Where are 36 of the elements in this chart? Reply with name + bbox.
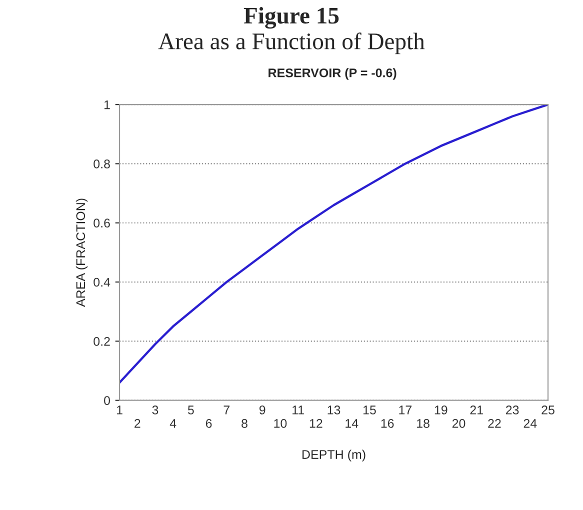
x-tick-label: 21 bbox=[470, 406, 483, 414]
x-tick-label: 3 bbox=[152, 406, 158, 414]
x-tick-label: 18 bbox=[417, 419, 430, 428]
x-tick-label: 9 bbox=[259, 406, 266, 414]
x-tick-label: 2 bbox=[134, 419, 140, 428]
x-tick-label: 25 bbox=[542, 406, 554, 414]
y-tick-label: 0.2 bbox=[94, 336, 110, 346]
x-tick-label: 24 bbox=[524, 419, 537, 428]
x-tick-label: 1 bbox=[116, 406, 122, 414]
x-tick-label: 23 bbox=[506, 406, 519, 414]
x-tick-label: 10 bbox=[274, 419, 287, 428]
x-tick-label: 19 bbox=[434, 406, 448, 414]
x-tick-label: 7 bbox=[224, 406, 230, 414]
x-tick-label: 4 bbox=[170, 419, 176, 428]
x-tick-label: 6 bbox=[206, 419, 212, 428]
y-tick-label: 1 bbox=[104, 100, 110, 110]
y-tick-label: 0.8 bbox=[94, 160, 110, 168]
y-tick-label: 0 bbox=[104, 396, 110, 405]
x-tick-label: 16 bbox=[381, 419, 394, 428]
x-tick-label: 17 bbox=[399, 406, 412, 414]
x-tick-label: 20 bbox=[452, 419, 466, 428]
y-tick-label: 0.4 bbox=[94, 278, 110, 287]
x-tick-label: 13 bbox=[328, 406, 340, 414]
x-tick-label: 14 bbox=[346, 419, 358, 428]
x-axis-title: DEPTH (m) bbox=[302, 450, 366, 462]
chart-title: Figure 15 bbox=[244, 7, 339, 29]
x-tick-label: 11 bbox=[292, 406, 304, 414]
x-tick-label: 15 bbox=[363, 406, 376, 414]
chart-subtitle: Area as a Function of Depth bbox=[158, 32, 425, 54]
text: RESERVOIR (P = -0.6) bbox=[268, 68, 396, 80]
x-tick-label: 22 bbox=[488, 419, 501, 428]
x-tick-label: 5 bbox=[188, 406, 194, 414]
x-tick-label: 8 bbox=[242, 419, 248, 428]
y-tick-label: 0.6 bbox=[94, 218, 110, 228]
x-tick-label: 12 bbox=[310, 419, 322, 428]
y-axis-title: AREA (FRACTION) bbox=[76, 198, 88, 307]
